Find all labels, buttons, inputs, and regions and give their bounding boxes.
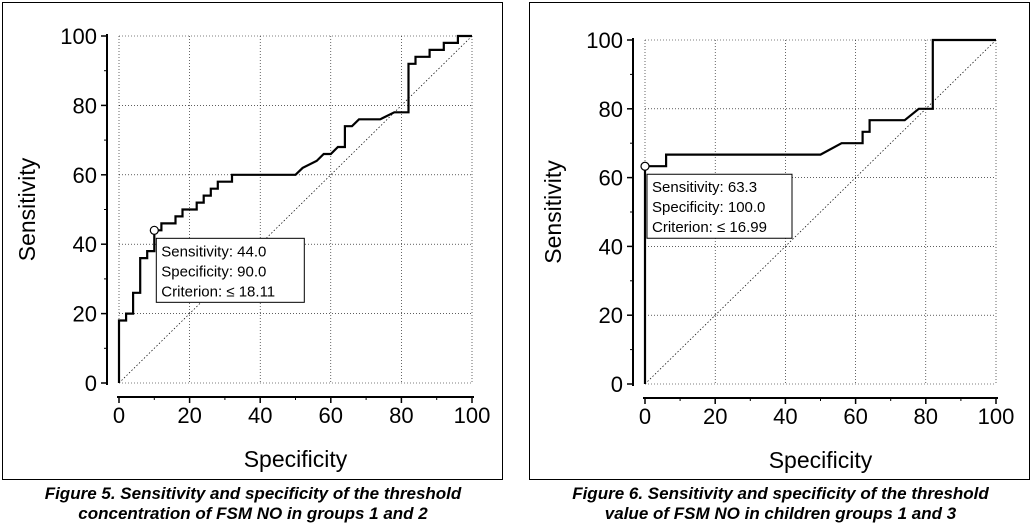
figure-6-caption-line1: Figure 6. Sensitivity and specificity of… <box>572 484 989 503</box>
fig1-annotation-box <box>646 173 793 239</box>
fig1-x-tick-label: 100 <box>978 404 1015 429</box>
fig0-threshold-marker <box>149 225 159 235</box>
fig0-y-axis-title: Sensitivity <box>14 157 40 261</box>
fig1-reference-line <box>644 39 997 385</box>
fig1-threshold-marker <box>640 161 650 171</box>
fig1-annotation-sensitivity: Sensitivity: 63.3 <box>652 179 757 196</box>
fig1-y-tick-label: 60 <box>599 166 623 191</box>
fig1-x-tick-label: 80 <box>914 404 938 429</box>
figure-5-roc-chart: 0 20 40 60 80 100 0 20 40 60 80 100 Specificity Sensi… <box>14 24 491 472</box>
fig0-annotation-box <box>155 237 305 303</box>
fig0-y-tick-label: 0 <box>85 371 97 396</box>
fig0-y-tick-label: 40 <box>73 232 97 257</box>
fig1-annotation-criterion: Criterion: ≤ 16.99 <box>652 219 767 236</box>
fig1-x-tick-label: 60 <box>843 404 867 429</box>
fig0-y-tick-label: 80 <box>73 93 97 118</box>
fig1-y-axis-title: Sensitivity <box>540 160 566 264</box>
fig0-x-tick-label: 80 <box>389 403 413 428</box>
figure-5-chart-frame: 0 20 40 60 80 100 0 20 40 60 80 100 Specificity Sensi… <box>2 2 503 480</box>
fig0-x-tick-label: 40 <box>248 403 272 428</box>
fig1-annotation-specificity: Specificity: 100.0 <box>652 199 765 216</box>
fig1-y-tick-label: 100 <box>586 28 623 53</box>
fig0-x-tick-label: 20 <box>177 403 201 428</box>
figure-6-roc-chart: 0 20 40 60 80 100 0 20 40 60 80 100 Specificity Sensi… <box>540 28 1015 473</box>
fig0-annotation-criterion: Criterion: ≤ 18.11 <box>161 283 275 300</box>
fig0-annotation-specificity: Specificity: 90.0 <box>161 263 266 280</box>
fig1-y-tick-label: 0 <box>611 372 623 397</box>
fig0-roc-curve <box>117 34 472 383</box>
fig1-x-tick-label: 0 <box>639 404 651 429</box>
fig1-y-tick-label: 80 <box>599 97 623 122</box>
fig1-y-tick-label: 20 <box>599 303 623 328</box>
figure-5-caption-line2: concentration of FSM NO in groups 1 and … <box>78 504 428 523</box>
figure-5-caption: Figure 5. Sensitivity and specificity of… <box>0 484 506 524</box>
fig0-x-axis-title: Specificity <box>244 446 348 472</box>
fig1-x-axis-title: Specificity <box>769 447 873 473</box>
fig1-x-tick-label: 20 <box>703 404 727 429</box>
fig0-x-tick-label: 60 <box>319 403 343 428</box>
fig0-annotation-sensitivity: Sensitivity: 44.0 <box>161 243 266 260</box>
fig0-y-tick-label: 60 <box>73 163 97 188</box>
fig1-x-tick-label: 40 <box>773 404 797 429</box>
fig0-x-tick-label: 100 <box>454 403 491 428</box>
fig1-roc-curve <box>643 38 996 384</box>
fig0-y-tick-label: 20 <box>73 302 97 327</box>
fig0-reference-line <box>118 35 473 384</box>
fig0-x-tick-label: 0 <box>113 403 125 428</box>
figure-5-caption-line1: Figure 5. Sensitivity and specificity of… <box>44 484 462 503</box>
fig1-y-tick-label: 40 <box>599 234 623 259</box>
fig0-y-tick-label: 100 <box>60 24 97 49</box>
figure-6-chart-frame: 0 20 40 60 80 100 0 20 40 60 80 100 Specificity Sensi… <box>529 2 1030 480</box>
figure-6-caption: Figure 6. Sensitivity and specificity of… <box>527 484 1034 524</box>
figure-6-caption-line2: value of FSM NO in children groups 1 and… <box>604 504 957 523</box>
